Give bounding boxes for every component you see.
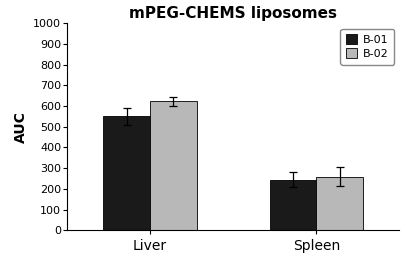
Y-axis label: AUC: AUC (14, 111, 28, 143)
Title: mPEG-CHEMS liposomes: mPEG-CHEMS liposomes (129, 5, 337, 20)
Bar (103, 116, 150, 231)
Legend: B-01, B-02: B-01, B-02 (340, 29, 394, 65)
Bar (150, 102, 196, 231)
Bar (270, 180, 316, 231)
Bar (316, 177, 363, 231)
